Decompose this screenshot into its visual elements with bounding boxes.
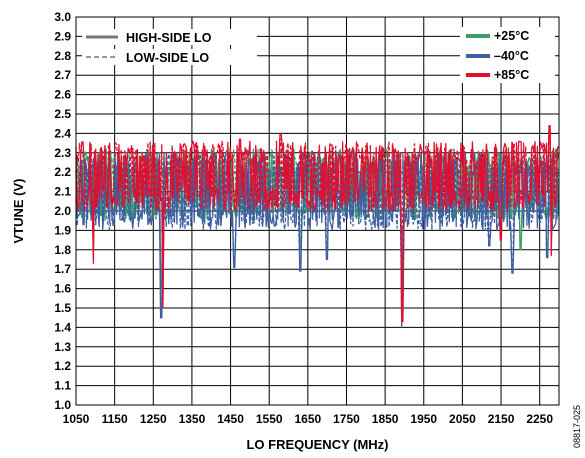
legend-label: LOW-SIDE LO bbox=[126, 51, 209, 65]
y-tick-label: 2.1 bbox=[54, 185, 71, 199]
y-tick-label: 2.2 bbox=[54, 165, 71, 179]
legend-line-style: HIGH-SIDE LO LOW-SIDE LO bbox=[82, 29, 257, 65]
figure-id: 08817-025 bbox=[572, 405, 582, 448]
x-tick-label: 1650 bbox=[294, 412, 321, 426]
y-tick-label: 1.4 bbox=[54, 320, 71, 334]
series-group bbox=[75, 124, 559, 329]
x-tick-label: 2250 bbox=[526, 412, 553, 426]
legend-backdrop bbox=[82, 49, 257, 65]
y-tick-label: 2.9 bbox=[54, 29, 71, 43]
y-tick-label: 2.6 bbox=[54, 88, 71, 102]
y-tick-label: 3.0 bbox=[54, 10, 71, 24]
x-tick-label: 1750 bbox=[333, 412, 360, 426]
x-tick-label: 1850 bbox=[372, 412, 399, 426]
x-tick-label: 1250 bbox=[140, 412, 167, 426]
series-line bbox=[75, 130, 559, 315]
y-tick-label: 2.0 bbox=[54, 204, 71, 218]
y-tick-label: 1.9 bbox=[54, 223, 71, 237]
y-tick-label: 1.0 bbox=[54, 398, 71, 412]
y-tick-label: 1.6 bbox=[54, 282, 71, 296]
legend-backdrop bbox=[82, 29, 257, 45]
legend-temperature: +25°C –40°C +85°C bbox=[460, 27, 555, 83]
y-tick-label: 2.3 bbox=[54, 146, 71, 160]
y-tick-labels: 1.0 1.1 1.2 1.3 1.4 1.5 1.6 1.7 1.8 1.9 2.0 2.1 2.2 2… bbox=[54, 10, 71, 412]
y-tick-label: 2.7 bbox=[54, 68, 71, 82]
y-tick-label: 1.3 bbox=[54, 340, 71, 354]
y-tick-label: 2.5 bbox=[54, 107, 71, 121]
x-tick-label: 1350 bbox=[179, 412, 206, 426]
y-tick-label: 1.8 bbox=[54, 243, 71, 257]
y-tick-label: 2.8 bbox=[54, 49, 71, 63]
x-tick-label: 2050 bbox=[449, 412, 476, 426]
legend-label: +25°C bbox=[494, 29, 529, 43]
legend-label: +85°C bbox=[494, 68, 529, 82]
y-tick-label: 2.4 bbox=[54, 126, 71, 140]
legend-label: HIGH-SIDE LO bbox=[126, 31, 212, 45]
x-tick-label: 1550 bbox=[256, 412, 283, 426]
x-tick-labels: 1050 1150 1250 1350 1450 1550 1650 1750 1850 1950… bbox=[63, 412, 554, 426]
y-tick-label: 1.7 bbox=[54, 262, 71, 276]
legend-label: –40°C bbox=[494, 49, 529, 63]
x-tick-label: 2150 bbox=[488, 412, 515, 426]
x-tick-label: 1450 bbox=[217, 412, 244, 426]
x-tick-label: 1050 bbox=[63, 412, 90, 426]
y-tick-label: 1.5 bbox=[54, 301, 71, 315]
x-tick-label: 1950 bbox=[410, 412, 437, 426]
y-tick-label: 1.2 bbox=[54, 359, 71, 373]
y-tick-label: 1.1 bbox=[54, 379, 71, 393]
x-axis-title: LO FREQUENCY (MHz) bbox=[246, 437, 388, 452]
y-axis-title: VTUNE (V) bbox=[11, 179, 26, 244]
x-tick-label: 1150 bbox=[102, 412, 128, 426]
series-line bbox=[75, 152, 559, 321]
plot-frame bbox=[75, 16, 560, 406]
